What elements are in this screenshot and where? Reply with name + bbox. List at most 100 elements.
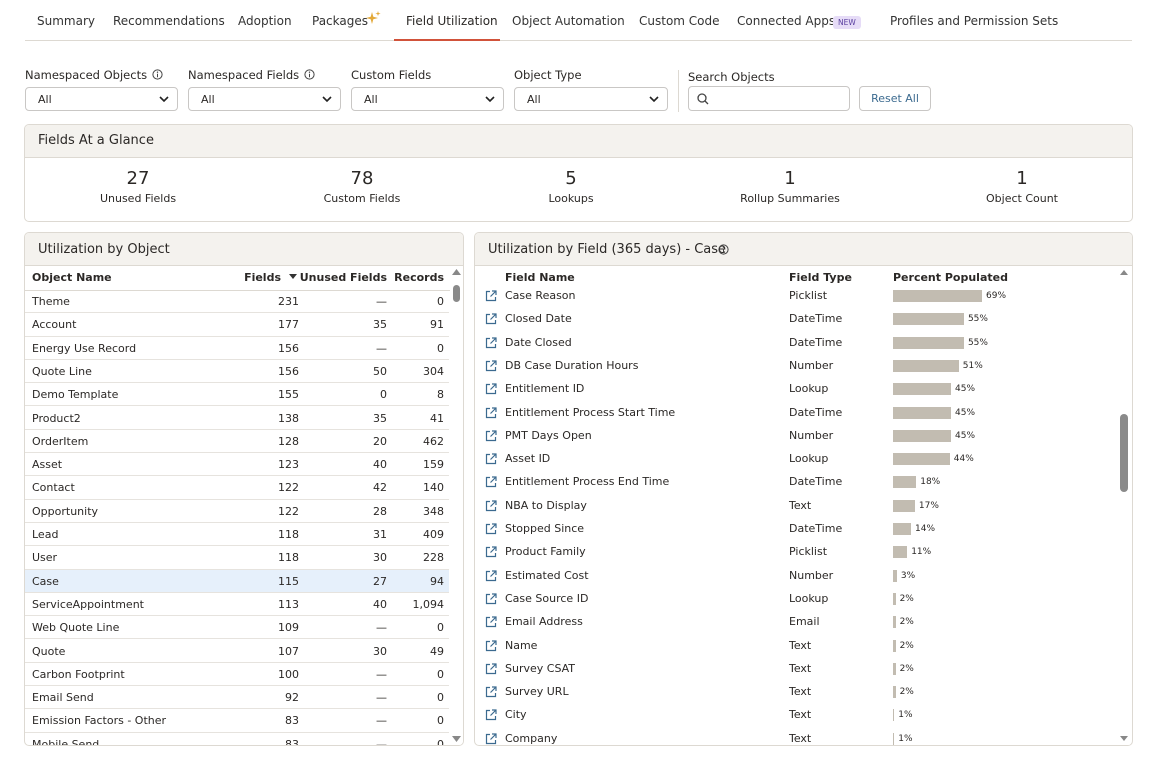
table-row[interactable]: Emission Factors - Other83—0 [25, 709, 449, 732]
tab[interactable]: Profiles and Permission Sets [890, 14, 1058, 28]
column-header[interactable]: Records [294, 271, 444, 284]
tab[interactable]: Adoption [238, 14, 292, 28]
table-cell: 0 [294, 714, 444, 727]
field-name[interactable]: Email Address [505, 615, 583, 628]
field-name[interactable]: Product Family [505, 545, 586, 558]
table-cell: 228 [294, 551, 444, 564]
field-name[interactable]: Survey URL [505, 685, 569, 698]
tab[interactable]: Custom Code [639, 14, 720, 28]
column-header: Object Name [32, 271, 112, 284]
field-name[interactable]: DB Case Duration Hours [505, 359, 638, 372]
tab[interactable]: Object Automation [512, 14, 625, 28]
field-name[interactable]: Entitlement ID [505, 382, 584, 395]
table-cell: Email Send [32, 691, 94, 704]
filter-label: Custom Fields [351, 68, 431, 82]
table-row[interactable]: Contact12242140 [25, 476, 449, 499]
field-type: Text [789, 708, 811, 721]
field-name[interactable]: NBA to Display [505, 499, 587, 512]
field-name[interactable]: Entitlement Process End Time [505, 475, 669, 488]
table-cell: Lead [32, 528, 58, 541]
external-link-icon [485, 360, 497, 372]
search-input[interactable] [688, 86, 850, 111]
external-link-icon [485, 407, 497, 419]
field-name[interactable]: City [505, 708, 527, 721]
active-tab-underline [394, 39, 500, 41]
percent-label: 55% [968, 338, 988, 348]
table-body: Case Reason Picklist 69% Closed Date DateTim… [475, 266, 1117, 745]
percent-bar [893, 407, 951, 419]
stat-value: 1 [962, 168, 1082, 189]
external-link-icon [485, 290, 497, 302]
table-row[interactable]: Asset12340159 [25, 453, 449, 476]
field-name[interactable]: Date Closed [505, 336, 572, 349]
table-row[interactable]: Carbon Footprint100—0 [25, 663, 449, 686]
percent-label: 44% [954, 454, 974, 464]
tab[interactable]: Field Utilization [406, 14, 498, 28]
table-row[interactable]: ServiceAppointment113401,094 [25, 593, 449, 616]
info-icon [304, 69, 315, 80]
select[interactable]: All [514, 87, 668, 111]
stat-value: 5 [511, 168, 631, 189]
field-name[interactable]: Estimated Cost [505, 569, 589, 582]
percent-label: 2% [900, 641, 914, 651]
table-row[interactable]: OrderItem12820462 [25, 430, 449, 453]
table-row[interactable]: Email Send92—0 [25, 686, 449, 709]
table-cell: OrderItem [32, 435, 88, 448]
field-name[interactable]: PMT Days Open [505, 429, 592, 442]
field-type: Text [789, 639, 811, 652]
table-row[interactable]: Quote1073049 [25, 640, 449, 663]
table-row[interactable]: Account1773591 [25, 313, 449, 336]
field-name[interactable]: Case Reason [505, 289, 576, 302]
table-row[interactable]: Case1152794 [25, 570, 449, 593]
table-row[interactable]: Opportunity12228348 [25, 500, 449, 523]
tab[interactable]: Summary [37, 14, 95, 28]
field-name[interactable]: Closed Date [505, 312, 572, 325]
select[interactable]: All [188, 87, 341, 111]
field-name[interactable]: Case Source ID [505, 592, 588, 605]
table-cell: Asset [32, 458, 62, 471]
column-header: Field Name [505, 271, 575, 284]
table-cell: Energy Use Record [32, 342, 136, 355]
external-link-icon [485, 640, 497, 652]
table-row[interactable]: User11830228 [25, 546, 449, 569]
field-type: Number [789, 359, 833, 372]
table-cell: Contact [32, 481, 75, 494]
field-name[interactable]: Company [505, 732, 557, 745]
table-row[interactable]: Theme231—0 [25, 290, 449, 313]
table-row[interactable]: Mobile Send83—0 [25, 733, 449, 746]
external-link-icon [485, 383, 497, 395]
table-row[interactable]: Lead11831409 [25, 523, 449, 546]
column-header: Percent Populated [893, 271, 1008, 284]
table-row[interactable]: Energy Use Record156—0 [25, 337, 449, 360]
table-cell: Case [32, 575, 59, 588]
select[interactable]: All [351, 87, 504, 111]
table-cell: Quote [32, 645, 65, 658]
field-type: Number [789, 569, 833, 582]
table-cell: 140 [294, 481, 444, 494]
field-type: Lookup [789, 382, 828, 395]
table-row[interactable]: Demo Template15508 [25, 383, 449, 406]
field-name[interactable]: Asset ID [505, 452, 550, 465]
percent-label: 2% [900, 664, 914, 674]
table-row[interactable]: Quote Line15650304 [25, 360, 449, 383]
tab[interactable]: Connected Apps [737, 14, 835, 28]
field-name[interactable]: Stopped Since [505, 522, 584, 535]
tab[interactable]: Packages [312, 14, 368, 28]
field-panel: Utilization by Field (365 days) - Case C… [474, 232, 1133, 746]
field-type: Text [789, 499, 811, 512]
field-type: DateTime [789, 406, 842, 419]
table-row[interactable]: Web Quote Line109—0 [25, 616, 449, 639]
percent-label: 14% [915, 524, 935, 534]
chevron [322, 95, 332, 103]
tab[interactable]: Recommendations [113, 14, 225, 28]
percent-label: 69% [986, 291, 1006, 301]
field-name[interactable]: Name [505, 639, 537, 652]
select[interactable]: All [25, 87, 178, 111]
field-type: Picklist [789, 545, 827, 558]
table-cell: 91 [294, 318, 444, 331]
field-name[interactable]: Entitlement Process Start Time [505, 406, 675, 419]
field-name[interactable]: Survey CSAT [505, 662, 575, 675]
table-row[interactable]: Product21383541 [25, 407, 449, 430]
reset-button[interactable]: Reset All [859, 86, 931, 111]
field-type: Number [789, 429, 833, 442]
